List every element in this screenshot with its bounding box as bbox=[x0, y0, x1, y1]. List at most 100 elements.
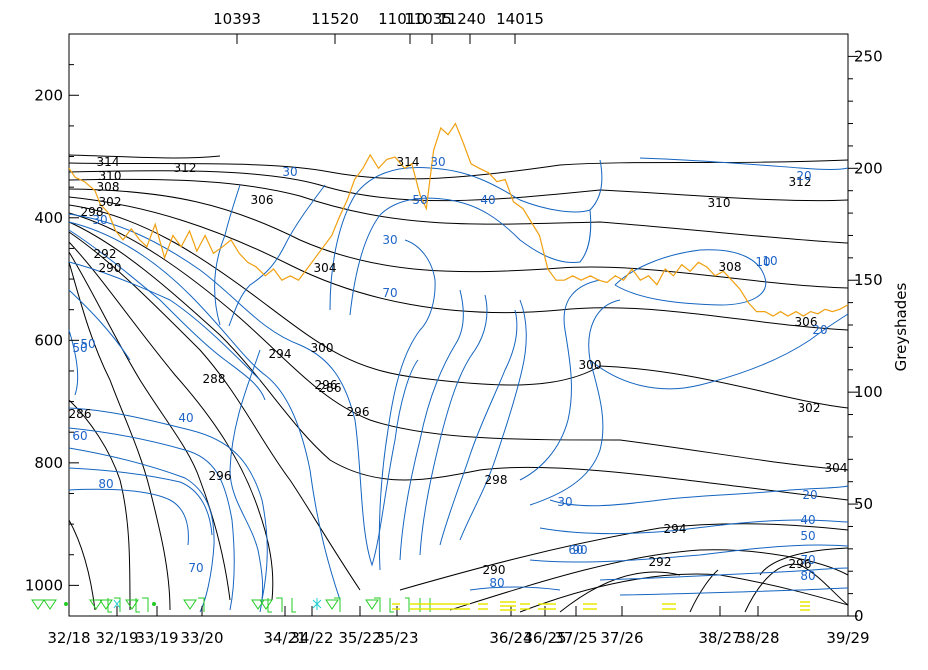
theta-label-layer: 314 3123103083022982922903063042942882862… bbox=[69, 155, 848, 577]
theta-contour-label: 296 bbox=[209, 469, 232, 483]
theta-contour-label: 302 bbox=[798, 401, 821, 415]
station-label: 11010 bbox=[378, 10, 426, 28]
bottom-axis-tick-label: 36/25 bbox=[523, 629, 566, 647]
bottom-axis-tick-label: 39/29 bbox=[826, 629, 869, 647]
theta-contour-label: 290 bbox=[99, 261, 122, 275]
theta-contour-label: 294 bbox=[269, 347, 292, 361]
theta-contour-label: 294 bbox=[664, 522, 687, 536]
theta-contours bbox=[68, 154, 849, 613]
bottom-axis-tick-label: 34/22 bbox=[290, 629, 333, 647]
humidity-contour-label: 50 bbox=[800, 529, 815, 543]
theta-contour-label: 308 bbox=[719, 260, 742, 274]
humidity-contour-label: 30 bbox=[382, 233, 397, 247]
bottom-axis-tick-label: 33/20 bbox=[180, 629, 223, 647]
bottom-axis-tick-label: 32/18 bbox=[47, 629, 90, 647]
bottom-axis-tick-label: 32/19 bbox=[95, 629, 138, 647]
bottom-axis-tick-label: 34/21 bbox=[263, 629, 306, 647]
left-axis-tick-label: 400 bbox=[34, 209, 63, 227]
humidity-contour-label: 40 bbox=[480, 193, 495, 207]
left-axis-tick-label: 1000 bbox=[25, 576, 63, 594]
humidity-contour-label: 50 bbox=[72, 341, 87, 355]
right-axis-tick-label: 250 bbox=[854, 47, 883, 65]
theta-contour-label: 296 bbox=[347, 405, 370, 419]
theta-contour-label: 304 bbox=[825, 461, 848, 475]
station-label: 11035 bbox=[404, 10, 452, 28]
station-label: 11240 bbox=[438, 10, 486, 28]
weather-symbols bbox=[31, 597, 810, 613]
theta-contour-label: 308 bbox=[97, 180, 120, 194]
left-axis: 200 400 600 800 1000 bbox=[25, 64, 79, 617]
theta-contour-label: 304 bbox=[314, 261, 337, 275]
humidity-contour-label: 10 bbox=[762, 254, 777, 268]
humidity-contour-label: 30 bbox=[92, 213, 107, 227]
theta-contour-label: 300 bbox=[579, 358, 602, 372]
humidity-contour-label: 60 bbox=[72, 429, 87, 443]
theta-contour-label: 302 bbox=[99, 195, 122, 209]
theta-contour-label: 290 bbox=[483, 563, 506, 577]
theta-contour-label: 310 bbox=[99, 169, 122, 183]
humidity-contour-label: 70 bbox=[188, 561, 203, 575]
right-axis-tick-label: 200 bbox=[854, 159, 883, 177]
left-axis-tick-label: 800 bbox=[34, 454, 63, 472]
humidity-contour-label: 20 bbox=[802, 488, 817, 502]
right-axis-label: Greyshades bbox=[892, 282, 910, 371]
theta-contour-label: 286 bbox=[69, 407, 92, 421]
theta-contour-label: 314 bbox=[97, 155, 120, 169]
theta-contour-label: 288 bbox=[203, 372, 226, 386]
humidity-contour-label: 20 bbox=[812, 323, 827, 337]
station-label: 10393 bbox=[213, 10, 261, 28]
humidity-contour-label: 40 bbox=[800, 513, 815, 527]
right-axis: 0 50 100 150 200 250 bbox=[848, 47, 883, 625]
right-axis-tick-label: 50 bbox=[854, 495, 873, 513]
left-axis-tick-label: 600 bbox=[34, 331, 63, 349]
right-axis-tick-label: 100 bbox=[854, 383, 883, 401]
theta-contour-label: 314 bbox=[397, 155, 420, 169]
humidity-contour-label: 90 bbox=[572, 543, 587, 557]
theta-contour-label: 292 bbox=[94, 247, 117, 261]
theta-contour-label: 296 bbox=[315, 378, 338, 392]
humidity-label-layer: 30 10 30 50 30 40 70 50 40 60 80 70 20 10 20 30 20 40 50 70… bbox=[72, 155, 827, 590]
bottom-axis-tick-label: 36/24 bbox=[489, 629, 532, 647]
humidity-contour-label: 10 bbox=[755, 255, 770, 269]
humidity-contour-label: 50 bbox=[80, 337, 95, 351]
bottom-axis-tick-label: 37/25 bbox=[554, 629, 597, 647]
bottom-axis-tick-label: 38/27 bbox=[698, 629, 741, 647]
right-axis-tick-label: 0 bbox=[854, 607, 864, 625]
bottom-axis-tick-label: 35/23 bbox=[375, 629, 418, 647]
theta-contour-label: 286 bbox=[319, 381, 342, 395]
theta-contour-label: 292 bbox=[649, 555, 672, 569]
humidity-contour-label: 80 bbox=[98, 477, 113, 491]
humidity-contour-label: 60 bbox=[568, 543, 583, 557]
theta-contour-label: 310 bbox=[708, 196, 731, 210]
bottom-axis-tick-label: 37/26 bbox=[600, 629, 643, 647]
humidity-contour-label: 20 bbox=[796, 169, 811, 183]
humidity-contour-label: 30 bbox=[282, 165, 297, 179]
theta-contour-label: 306 bbox=[795, 315, 818, 329]
humidity-contour-label: 50 bbox=[412, 193, 427, 207]
station-label: 14015 bbox=[496, 10, 544, 28]
humidity-contour-label: 40 bbox=[178, 411, 193, 425]
humidity-contour-label: 80 bbox=[489, 576, 504, 590]
theta-contour-label: 298 bbox=[485, 473, 508, 487]
left-axis-tick-label: 200 bbox=[34, 86, 63, 104]
theta-contour-label: 300 bbox=[311, 341, 334, 355]
theta-contour-label: 296 bbox=[789, 557, 812, 571]
bottom-axis-tick-label: 38/28 bbox=[736, 629, 779, 647]
bottom-axis-tick-label: 33/19 bbox=[135, 629, 178, 647]
theta-contour-label: 306 bbox=[251, 193, 274, 207]
theta-contour-label: 312 bbox=[174, 161, 197, 175]
station-label: 11520 bbox=[311, 10, 359, 28]
greyshade-series-line bbox=[68, 122, 849, 317]
theta-contour-label: 298 bbox=[81, 205, 104, 219]
humidity-contour-label: 30 bbox=[557, 495, 572, 509]
humidity-contours bbox=[68, 157, 849, 613]
right-axis-tick-label: 150 bbox=[854, 271, 883, 289]
humidity-contour-label: 70 bbox=[800, 553, 815, 567]
bottom-axis-tick-label: 35/22 bbox=[338, 629, 381, 647]
humidity-contour-label: 70 bbox=[382, 286, 397, 300]
humidity-contour-label: 30 bbox=[430, 155, 445, 169]
humidity-contour-label: 80 bbox=[800, 569, 815, 583]
